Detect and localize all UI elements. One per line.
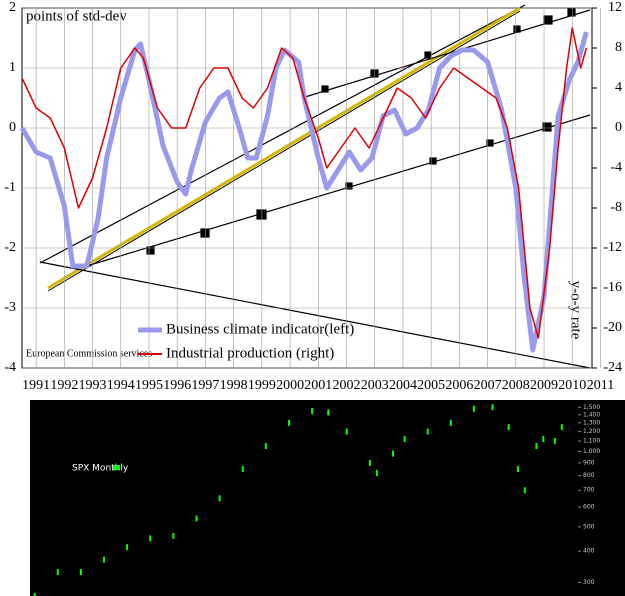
price-mark <box>507 424 510 431</box>
price-mark <box>287 419 290 426</box>
price-mark <box>195 515 198 522</box>
y-tick-label: 1,400 <box>583 411 600 418</box>
y-tick-label: 1,500 <box>583 404 600 411</box>
x-tick-label: 2006 <box>445 378 473 393</box>
y-tick-label: 300 <box>583 579 595 586</box>
x-tick-label: 1991 <box>22 378 50 393</box>
y2-tick-label: -24 <box>603 360 622 375</box>
x-tick-label: 2005 <box>417 378 445 393</box>
y2-tick-label: -20 <box>603 320 622 335</box>
y-tick-label: 1,200 <box>583 428 600 435</box>
x-tick-label: 1995 <box>135 378 163 393</box>
y-tick-label: 900 <box>583 459 595 466</box>
y2-tick-label: -8 <box>610 200 622 215</box>
price-mark <box>327 409 330 416</box>
price-mark <box>472 405 475 412</box>
y2-tick-label: 4 <box>615 80 622 95</box>
y-tick-label: 0 <box>9 120 16 135</box>
y-tick-label: -2 <box>4 240 16 255</box>
y-tick-label: -1 <box>4 180 16 195</box>
price-mark <box>33 592 36 596</box>
x-tick-label: 2008 <box>502 378 530 393</box>
price-mark <box>149 535 152 542</box>
x-tick-label: 2010 <box>558 378 586 393</box>
y2-axis-label: y-o-y rate <box>568 281 584 340</box>
x-tick-label: 1997 <box>191 378 219 393</box>
x-tick-label: 2003 <box>361 378 389 393</box>
price-mark <box>79 569 82 576</box>
y2-tick-label: 0 <box>615 120 622 135</box>
y-tick-label: 1,000 <box>583 448 600 455</box>
price-mark <box>553 438 556 445</box>
price-mark <box>523 487 526 494</box>
price-mark <box>368 459 371 466</box>
y2-tick-label: -4 <box>610 160 622 175</box>
y-tick-label: 600 <box>583 504 595 511</box>
legend-label: Business climate indicator(left) <box>166 321 354 337</box>
lower-panel <box>30 400 625 596</box>
price-mark <box>102 556 105 563</box>
price-mark <box>491 404 494 411</box>
price-mark <box>218 495 221 502</box>
x-tick-label: 1993 <box>79 378 107 393</box>
y-tick-label: 1,100 <box>583 438 600 445</box>
price-mark <box>403 436 406 443</box>
y-tick-label: 400 <box>583 548 595 555</box>
y-tick-label: 2 <box>9 0 16 15</box>
price-mark <box>375 470 378 477</box>
price-mark <box>560 424 563 431</box>
legend-label: SPX Monthly <box>72 464 129 474</box>
price-mark <box>449 419 452 426</box>
y-tick-label: 800 <box>583 472 595 479</box>
price-mark <box>426 428 429 435</box>
y2-tick-label: 12 <box>608 0 622 15</box>
price-mark <box>56 569 59 576</box>
x-tick-label: 1994 <box>107 378 135 393</box>
y2-tick-label: -16 <box>603 280 622 295</box>
y-tick-label: 700 <box>583 487 595 494</box>
price-mark <box>542 436 545 443</box>
x-tick-label: 1992 <box>50 378 78 393</box>
y2-tick-label: -12 <box>603 240 622 255</box>
price-mark <box>311 407 314 414</box>
x-tick-label: 1996 <box>163 378 191 393</box>
y2-tick-label: 8 <box>615 40 622 55</box>
x-tick-label: 1998 <box>220 378 248 393</box>
x-tick-label: 2007 <box>474 378 502 393</box>
price-mark <box>241 466 244 473</box>
price-mark <box>345 428 348 435</box>
price-mark <box>535 443 538 450</box>
y-tick-label: 500 <box>583 523 595 530</box>
source-note: European Commission services <box>26 348 152 359</box>
legend-swatch <box>113 465 120 470</box>
x-tick-label: 2011 <box>587 378 614 393</box>
y-tick-label: -4 <box>4 360 16 375</box>
price-mark <box>392 450 395 457</box>
series-line <box>21 27 588 339</box>
x-tick-label: 2002 <box>333 378 361 393</box>
y-axis-label: points of std-dev <box>26 8 127 24</box>
x-tick-label: 2009 <box>530 378 558 393</box>
x-tick-label: 1999 <box>248 378 276 393</box>
legend-label: Industrial production (right) <box>166 345 334 361</box>
price-mark <box>264 443 267 450</box>
x-tick-label: 2000 <box>276 378 304 393</box>
price-mark <box>516 466 519 473</box>
y-tick-label: 1,300 <box>583 419 600 426</box>
price-mark <box>126 544 129 551</box>
y-tick-label: -3 <box>4 300 16 315</box>
x-tick-label: 2001 <box>304 378 332 393</box>
x-tick-label: 2004 <box>389 378 417 393</box>
price-mark <box>172 532 175 539</box>
y-tick-label: 1 <box>9 60 16 75</box>
